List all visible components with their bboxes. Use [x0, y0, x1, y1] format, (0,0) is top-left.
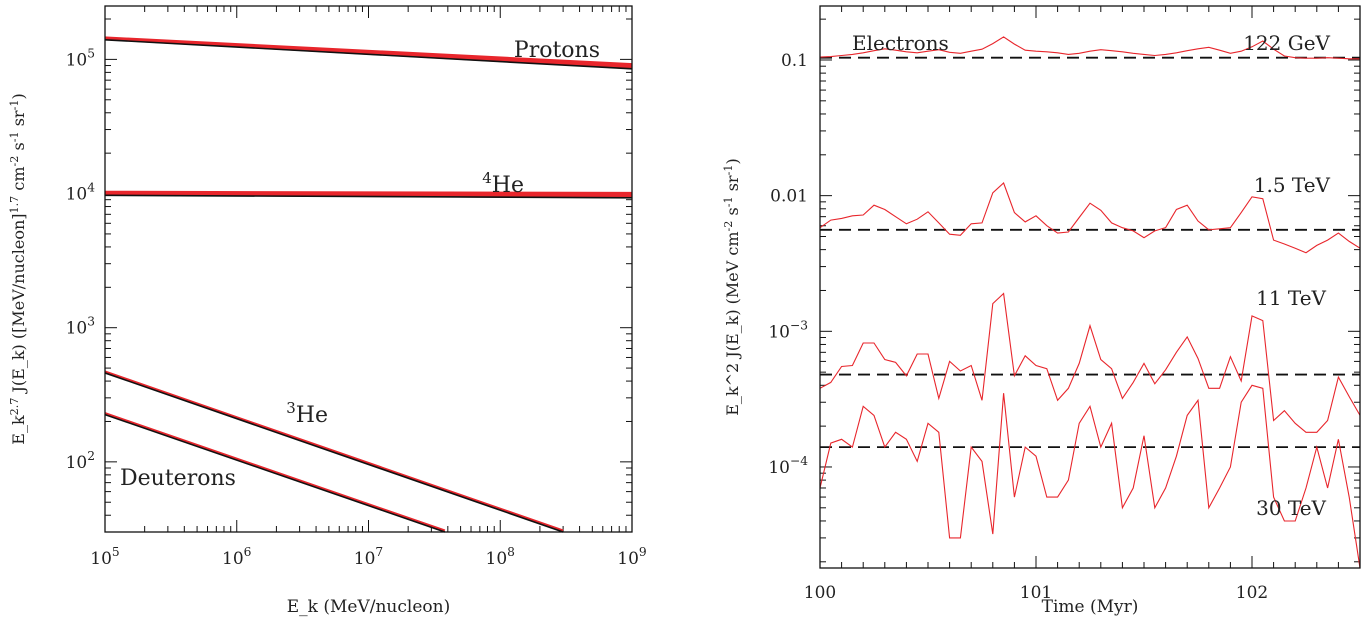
y-tick-label: 102 — [66, 449, 95, 473]
y-tick-label: 0.1 — [781, 51, 808, 71]
series-label-1-5-tev: 1.5 TeV — [1254, 173, 1331, 197]
y-tick-label: 0.01 — [770, 187, 808, 207]
line-protons — [104, 38, 633, 70]
x-tick-label: 100 — [804, 583, 836, 603]
series-label-protons: Protons — [514, 38, 600, 63]
legend-title: Electrons — [852, 31, 949, 55]
series-122-gev — [819, 36, 1360, 60]
x-tick-label: 109 — [617, 545, 646, 569]
series-label-4he: 4He — [482, 169, 524, 198]
y-axis-label: E_k^2 J(E_k) (MeV cm-2 s-1 sr-1) — [722, 158, 742, 416]
y-axis-label: E_k2.7 J(E_k) ([MeV/nucleon]1.7 cm-2 s-1… — [8, 93, 28, 444]
panel-isotopes-frame — [104, 5, 633, 533]
panel-electrons-series — [819, 36, 1361, 569]
y-tick-label: 10−3 — [768, 318, 808, 342]
panel-isotopes-series — [104, 36, 633, 533]
y-tick-label: 10−4 — [768, 454, 808, 478]
band-3he — [104, 370, 564, 532]
y-tick-label: 104 — [66, 181, 96, 205]
series-11-tev — [819, 292, 1361, 433]
series-label-30-tev: 30 TeV — [1256, 496, 1326, 520]
x-axis-label: Time (Myr) — [1042, 597, 1139, 617]
line-deuterons — [104, 413, 446, 533]
series-label-11-tev: 11 TeV — [1256, 286, 1326, 310]
x-tick-label: 101 — [1020, 583, 1052, 603]
series-label-deuterons: Deuterons — [120, 466, 236, 491]
band-deuterons — [104, 412, 446, 532]
series-label-3he: 3He — [286, 399, 328, 428]
x-tick-label: 106 — [222, 545, 252, 569]
panel-isotopes-labels: Protons 4He 3He Deuterons — [120, 38, 600, 491]
x-tick-label: 105 — [90, 545, 119, 569]
x-tick-label: 107 — [354, 545, 383, 569]
panel-electrons-ticks: 100 101 102 0.1 0.01 10−3 10−4 — [768, 6, 1361, 603]
line-4he — [104, 194, 633, 199]
panel-isotopes: 105 106 107 108 109 102 103 104 105 Protons 4He 3H… — [8, 5, 647, 617]
panel-electrons-labels: Electrons 122 GeV 1.5 TeV 11 TeV 30 TeV — [852, 31, 1331, 520]
panel-isotopes-ticks: 105 106 107 108 109 102 103 104 105 — [66, 6, 647, 569]
x-tick-label: 102 — [1236, 583, 1268, 603]
series-label-122-gev: 122 GeV — [1243, 31, 1330, 55]
line-3he — [104, 372, 564, 533]
series-30-tev — [819, 384, 1361, 569]
y-tick-label: 103 — [66, 315, 95, 339]
panel-electrons: 100 101 102 0.1 0.01 10−3 10−4 Electrons 122 Ge… — [722, 5, 1361, 617]
panel-electrons-frame — [819, 5, 1361, 569]
series-1-5-tev — [819, 182, 1361, 254]
x-tick-label: 108 — [486, 545, 515, 569]
y-tick-label: 105 — [66, 46, 95, 70]
x-axis-label: E_k (MeV/nucleon) — [287, 597, 450, 617]
